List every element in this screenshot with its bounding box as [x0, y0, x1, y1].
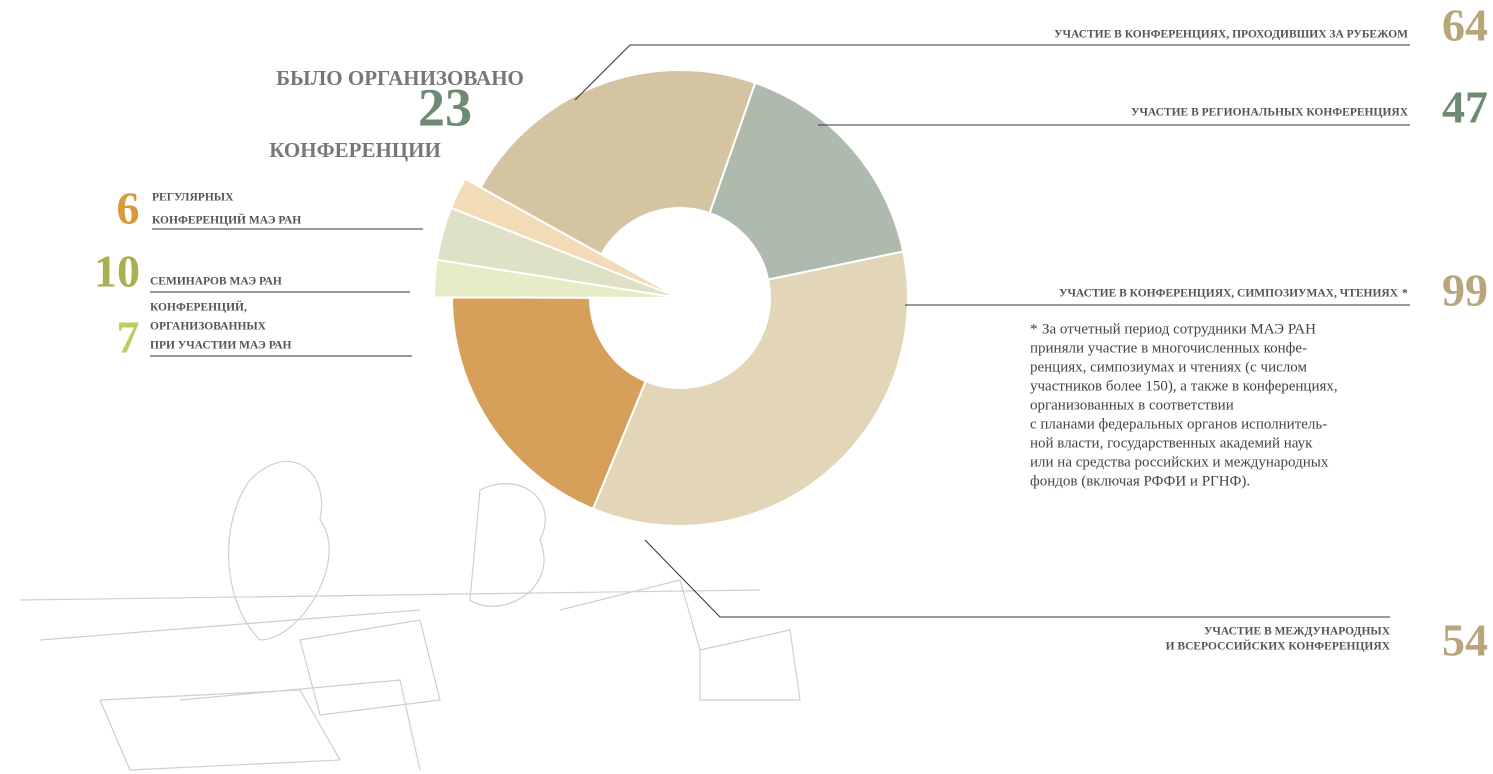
slice: [449, 177, 681, 299]
value-label: 7: [117, 312, 140, 363]
slice-label: УЧАСТИЕ В МЕЖДУНАРОДНЫХ: [1204, 626, 1391, 638]
footnote-line: За отчетный период сотрудники МАЭ РАН: [1042, 321, 1316, 337]
asterisk: *: [1402, 288, 1408, 300]
slice-label: РЕГУЛЯРНЫХ: [152, 192, 234, 204]
leader-line: [574, 44, 1410, 101]
slice: [451, 296, 647, 511]
footnote-line: с планами федеральных органов исполнител…: [1030, 416, 1327, 432]
title-bottom: КОНФЕРЕНЦИИ: [269, 138, 441, 162]
title-top: БЫЛО ОРГАНИЗОВАНО: [276, 66, 524, 90]
footnote-line: ной власти, государственных академий нау…: [1030, 435, 1313, 451]
slice-label: ОРГАНИЗОВАННЫХ: [150, 321, 267, 333]
slice-label: КОНФЕРЕНЦИЙ,: [150, 300, 247, 314]
sketch: [19, 460, 801, 771]
footnote-line: участников более 150), а также в конфере…: [1030, 378, 1338, 394]
slice-label: КОНФЕРЕНЦИЙ МАЭ РАН: [152, 213, 301, 227]
value-label: 99: [1442, 265, 1488, 316]
slice-label: И ВСЕРОССИЙСКИХ КОНФЕРЕНЦИЯХ: [1166, 639, 1391, 653]
value-label: 64: [1442, 0, 1488, 51]
slice-label: СЕМИНАРОВ МАЭ РАН: [150, 276, 282, 288]
slice-label: УЧАСТИЕ В КОНФЕРЕНЦИЯХ, СИМПОЗИУМАХ, ЧТЕ…: [1059, 288, 1399, 300]
value-label: 10: [94, 246, 140, 297]
footnote-line: приняли участие в многочисленных конфе-: [1030, 340, 1307, 356]
footnote-asterisk: *: [1030, 321, 1038, 337]
slices: [432, 69, 909, 527]
footnote-line: ренциях, симпозиумах и чтениях (с числом: [1030, 359, 1307, 375]
slice: [708, 81, 905, 281]
leader-line: [644, 539, 1390, 618]
footnote-line: или на средства российских и международн…: [1030, 454, 1329, 470]
total: 23: [418, 77, 472, 137]
slice-label: УЧАСТИЕ В РЕГИОНАЛЬНЫХ КОНФЕРЕНЦИЯХ: [1131, 107, 1409, 119]
footnote-line: организованных в соответствии: [1030, 397, 1234, 413]
value-label: 47: [1442, 82, 1488, 133]
slice: [591, 250, 909, 527]
slice-label: УЧАСТИЕ В КОНФЕРЕНЦИЯХ, ПРОХОДИВШИХ ЗА Р…: [1054, 29, 1408, 41]
slice: [479, 69, 757, 256]
value-label: 54: [1442, 615, 1488, 666]
value-label: 6: [117, 183, 140, 234]
slice-label: ПРИ УЧАСТИИ МАЭ РАН: [150, 340, 292, 352]
footnote-line: фондов (включая РФФИ и РГНФ).: [1030, 473, 1250, 489]
